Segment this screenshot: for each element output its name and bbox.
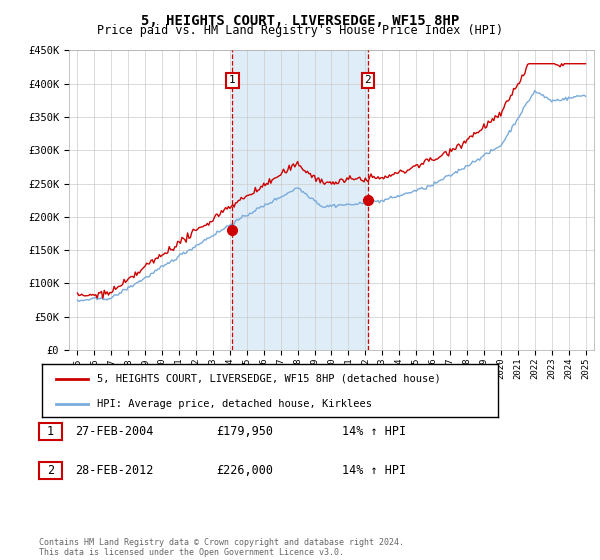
Text: £226,000: £226,000 [216, 464, 273, 477]
Text: 14% ↑ HPI: 14% ↑ HPI [342, 464, 406, 477]
Text: 5, HEIGHTS COURT, LIVERSEDGE, WF15 8HP: 5, HEIGHTS COURT, LIVERSEDGE, WF15 8HP [141, 14, 459, 28]
Text: 14% ↑ HPI: 14% ↑ HPI [342, 424, 406, 438]
Text: 2: 2 [365, 76, 371, 85]
Bar [232, 50, 368, 350]
Text: Price paid vs. HM Land Registry's House Price Index (HPI): Price paid vs. HM Land Registry's House … [97, 24, 503, 37]
Text: 28-FEB-2012: 28-FEB-2012 [75, 464, 154, 477]
Text: 27-FEB-2004: 27-FEB-2004 [75, 424, 154, 438]
Text: HPI: Average price, detached house, Kirklees: HPI: Average price, detached house, Kirk… [97, 399, 372, 409]
Text: 2: 2 [47, 464, 54, 477]
Text: 1: 1 [229, 76, 236, 85]
Text: Contains HM Land Registry data © Crown copyright and database right 2024.
This d: Contains HM Land Registry data © Crown c… [39, 538, 404, 557]
Text: 1: 1 [47, 424, 54, 438]
Text: £179,950: £179,950 [216, 424, 273, 438]
Text: 5, HEIGHTS COURT, LIVERSEDGE, WF15 8HP (detached house): 5, HEIGHTS COURT, LIVERSEDGE, WF15 8HP (… [97, 374, 440, 384]
